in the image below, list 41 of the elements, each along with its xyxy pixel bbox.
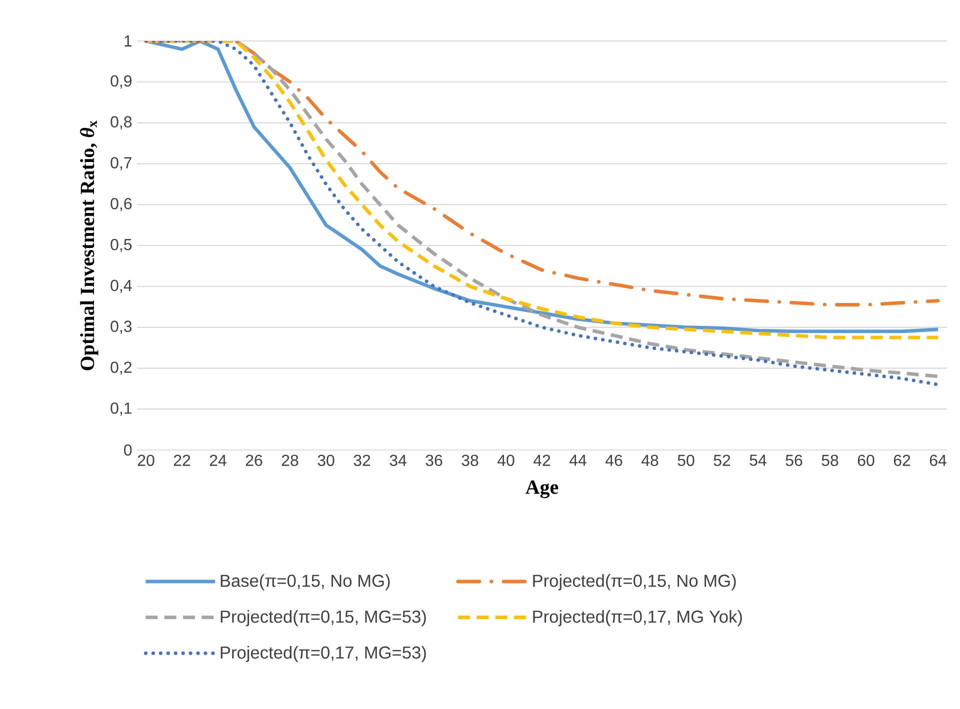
x-tick-label: 32	[354, 454, 370, 466]
x-tick-label: 64	[930, 454, 946, 466]
y-tick-label: 0	[124, 444, 132, 456]
x-tick-label: 28	[282, 454, 298, 466]
x-tick-label: 38	[462, 454, 478, 466]
y-axis-title: Optimal Investment Ratio, θ$_{x}$	[80, 120, 98, 370]
x-tick-label: 40	[497, 454, 514, 466]
x-tick-label: 52	[714, 454, 730, 466]
x-tick-label: 24	[210, 454, 226, 466]
x-tick-label: 54	[750, 454, 766, 466]
y-tick-label: 0,9	[110, 75, 132, 89]
x-tick-label: 34	[390, 454, 406, 466]
x-tick-label: 62	[894, 454, 910, 466]
x-tick-label: 44	[569, 454, 586, 466]
y-tick-label: 0,8	[110, 116, 132, 130]
x-tick-label: 58	[822, 454, 838, 466]
y-tick-label: 0,5	[110, 238, 132, 252]
y-tick-label: 0,4	[110, 280, 132, 293]
x-tick-label: 36	[426, 454, 442, 466]
y-tick-label: 0,2	[110, 362, 132, 375]
legend-label: Projected(π=0,17, MG=53)	[220, 646, 426, 662]
x-tick-label: 22	[174, 454, 190, 466]
y-tick-label: 0,1	[110, 402, 132, 416]
x-tick-label: 42	[533, 454, 550, 466]
legend-label: Projected(π=0,17, MG Yok)	[533, 610, 742, 626]
x-tick-label: 50	[678, 454, 694, 466]
x-tick-label: 56	[786, 454, 802, 466]
legend-label: Projected(π=0,15, No MG)	[533, 574, 736, 590]
x-tick-label: 48	[641, 454, 658, 466]
x-tick-label: 60	[858, 454, 874, 466]
x-axis-title: Age	[526, 480, 558, 498]
x-tick-label: 26	[246, 454, 262, 466]
x-tick-label: 20	[138, 454, 154, 466]
y-tick-label: 0,7	[110, 157, 132, 170]
y-tick-label: 0,3	[110, 320, 132, 334]
y-tick-label: 1	[124, 35, 132, 46]
y-tick-label: 0,6	[110, 198, 132, 212]
x-tick-label: 30	[318, 454, 334, 466]
legend-label: Base(π=0,15, No MG)	[220, 574, 390, 590]
legend-label: Projected(π=0,15, MG=53)	[220, 610, 426, 626]
x-tick-label: 46	[605, 454, 622, 466]
